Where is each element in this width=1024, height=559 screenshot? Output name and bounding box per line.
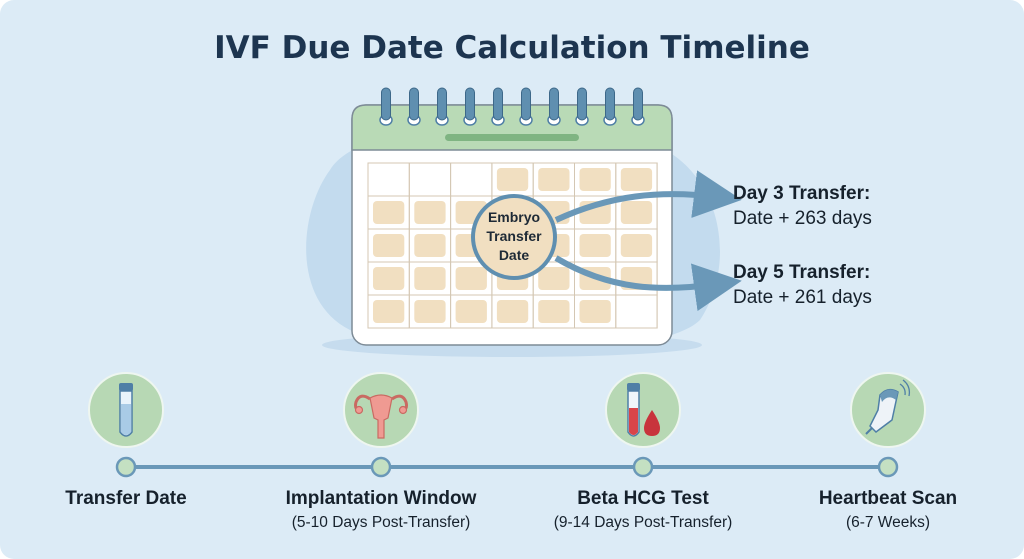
day3-heading: Day 3 Transfer: <box>733 183 870 204</box>
day3-formula: Date + 263 days <box>733 208 872 229</box>
milestone-sub: (6-7 Weeks) <box>846 514 930 531</box>
calendar-day <box>496 300 529 323</box>
calendar-day <box>373 267 405 290</box>
calendar-day <box>373 201 405 224</box>
milestone-heartbeat-scan: Heartbeat Scan (6-7 Weeks) <box>819 372 957 531</box>
calendar-day <box>579 234 611 257</box>
binder-ring <box>493 87 503 121</box>
page-title: IVF Due Date Calculation Timeline <box>214 30 810 66</box>
blood-test-icon <box>627 383 660 437</box>
marker-line-1: Embryo <box>488 209 540 225</box>
calendar-day <box>414 267 446 290</box>
binder-ring <box>409 87 419 121</box>
binder-ring <box>521 87 531 121</box>
calendar-day <box>373 234 405 257</box>
milestone-label: Heartbeat Scan <box>819 488 957 509</box>
calendar-day <box>620 201 653 224</box>
calendar-day <box>414 300 446 323</box>
binder-ring <box>437 87 447 121</box>
arrow-day3 <box>554 170 742 223</box>
calendar-day <box>455 300 487 323</box>
milestone-label: Beta HCG Test <box>577 488 709 509</box>
binder-ring <box>465 87 475 121</box>
day5-heading: Day 5 Transfer: <box>733 262 870 283</box>
calendar-day <box>538 267 570 290</box>
binder-ring <box>633 87 643 121</box>
calendar-day <box>579 300 611 323</box>
binder-ring <box>549 87 559 121</box>
calendar-day <box>496 168 529 191</box>
milestone-implantation-window: Implantation Window (5-10 Days Post-Tran… <box>286 372 477 531</box>
calendar-day <box>455 267 487 290</box>
calendar-day <box>538 168 570 191</box>
day5-formula: Date + 261 days <box>733 287 872 308</box>
calendar-day <box>620 234 653 257</box>
embryo-transfer-date-marker: Embryo Transfer Date <box>471 194 557 280</box>
binder-ring <box>577 87 587 121</box>
calendar-day <box>414 201 446 224</box>
milestone-sub: (5-10 Days Post-Transfer) <box>292 514 471 531</box>
milestone-label: Transfer Date <box>65 488 186 509</box>
milestone-sub: (9-14 Days Post-Transfer) <box>554 514 733 531</box>
test-tube-icon <box>119 383 133 437</box>
milestone-label: Implantation Window <box>286 488 477 509</box>
grid-cell <box>615 294 658 329</box>
marker-line-2: Transfer <box>486 228 542 244</box>
uterus-icon <box>354 394 408 439</box>
marker-line-3: Date <box>499 247 530 263</box>
calendar-rings <box>379 87 645 126</box>
milestone-transfer-date: Transfer Date <box>65 372 187 509</box>
calendar-day <box>579 168 611 191</box>
ultrasound-probe-icon <box>865 379 911 435</box>
binder-ring <box>381 87 391 121</box>
calendar-day <box>414 234 446 257</box>
calendar-day <box>373 300 405 323</box>
calendar-day <box>620 168 653 191</box>
binder-ring <box>605 87 615 121</box>
arrow-day5 <box>554 255 742 312</box>
milestone-beta-hcg-test: Beta HCG Test (9-14 Days Post-Transfer) <box>554 372 733 531</box>
calendar-day <box>538 300 570 323</box>
